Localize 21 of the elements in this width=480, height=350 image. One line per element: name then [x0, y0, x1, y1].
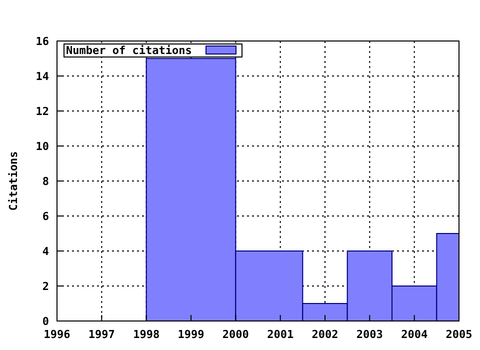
x-tick-label: 1997: [88, 328, 115, 341]
y-tick-label: 12: [36, 105, 49, 118]
x-tick-label: 1999: [178, 328, 204, 341]
x-tick-label: 2004: [401, 328, 428, 341]
y-tick-label: 14: [36, 70, 50, 83]
y-axis-title: Citations: [7, 151, 20, 211]
x-tick-label: 2001: [267, 328, 294, 341]
y-tick-label: 6: [42, 210, 50, 223]
x-tick-label: 2003: [356, 328, 383, 341]
y-tick-label: 4: [42, 245, 50, 258]
x-tick-label: 1996: [44, 328, 71, 341]
y-tick-label: 16: [36, 35, 50, 48]
x-tick-label: 2000: [222, 328, 249, 341]
x-tick-label: 2005: [446, 328, 472, 341]
x-tick-label: 2002: [312, 328, 338, 341]
y-tick-label: 2: [42, 280, 49, 293]
y-tick-label: 0: [42, 315, 49, 328]
y-tick-label: 10: [36, 140, 49, 153]
y-tick-label: 8: [42, 175, 49, 188]
x-tick-label: 1998: [133, 328, 160, 341]
legend-label: Number of citations: [66, 44, 192, 57]
